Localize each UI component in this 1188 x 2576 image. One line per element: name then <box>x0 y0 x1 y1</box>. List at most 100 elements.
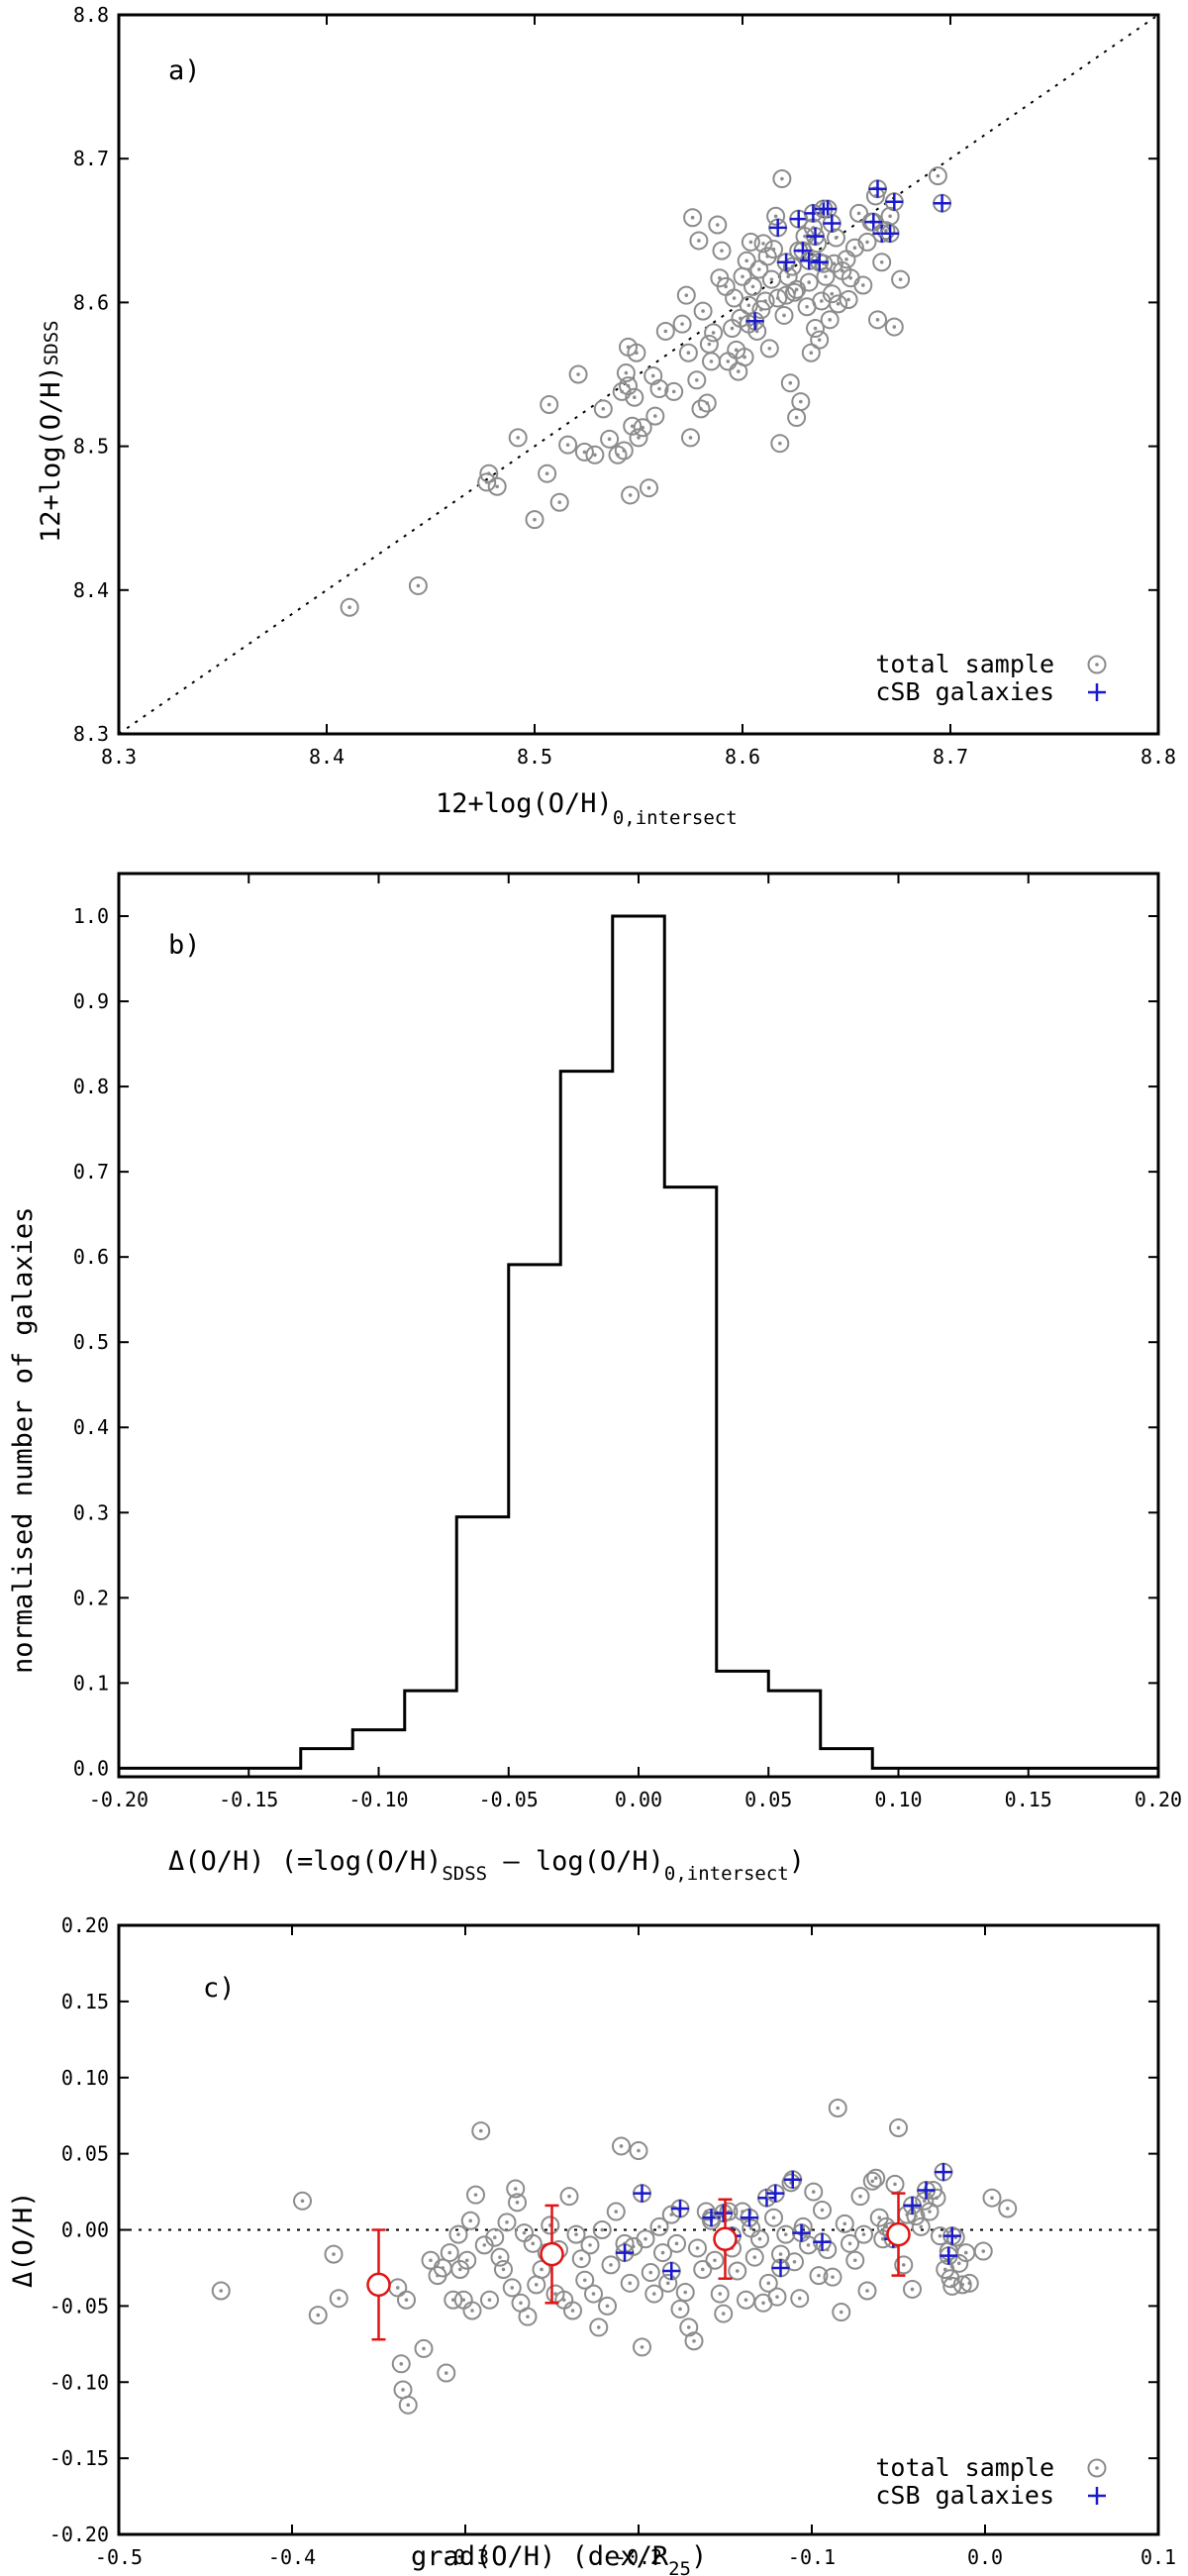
panel-b-y-tick-label: 0.3 <box>73 1500 109 1524</box>
total-sample-point <box>293 2191 312 2211</box>
total-sample-point <box>889 2117 908 2137</box>
legend-total-sample-marker-a <box>1087 655 1107 674</box>
total-sample-point <box>716 276 736 296</box>
panel-b-y-tick-label: 0.0 <box>73 1756 109 1780</box>
total-sample-point <box>712 241 732 260</box>
total-sample-point <box>497 2213 517 2232</box>
csb-galaxy-point <box>789 210 808 229</box>
total-sample-point <box>324 2244 344 2264</box>
total-sample-point <box>641 2263 660 2283</box>
total-sample-point <box>558 435 578 455</box>
csb-galaxy-point <box>917 2181 936 2200</box>
total-sample-point <box>518 2307 538 2326</box>
histogram-bins <box>301 916 873 1768</box>
panel-b-y-tick-label: 0.5 <box>73 1330 109 1354</box>
total-sample-point <box>998 2199 1018 2218</box>
total-sample-point <box>566 2224 586 2244</box>
total-sample-point <box>744 2247 764 2267</box>
panel-c-ticks: -0.5 -0.4 -0.3 -0.2 -0.1 0.0 0.1 -0.20 -0.15 -0.1… <box>50 1913 1176 2569</box>
total-sample-point <box>940 2269 960 2289</box>
total-sample-point <box>471 2121 491 2141</box>
total-sample-point <box>598 2296 617 2316</box>
total-sample-point <box>541 2215 560 2235</box>
csb-galaxy-point <box>671 2199 689 2217</box>
total-sample-point <box>973 2241 993 2261</box>
total-sample-point <box>824 254 843 273</box>
total-sample-point <box>678 343 698 362</box>
total-sample-point <box>388 2278 408 2298</box>
panel-a-x-tick-label: 8.7 <box>933 745 968 769</box>
total-sample-point <box>525 510 544 530</box>
total-sample-point <box>845 2250 865 2270</box>
total-sample-point <box>835 2214 854 2233</box>
legend-csb-galaxies-label: cSB galaxies <box>875 677 1054 706</box>
total-sample-point <box>866 2168 886 2188</box>
total-sample-point <box>841 2233 859 2253</box>
total-sample-point <box>839 289 858 309</box>
total-sample-point <box>580 2235 600 2255</box>
legend-csb-galaxies-label: cSB galaxies <box>875 2481 1054 2510</box>
panel-b-y-tick-label: 0.4 <box>73 1415 109 1439</box>
total-sample-point <box>457 2250 477 2270</box>
total-sample-point <box>853 275 873 295</box>
panel-a-ticks: 8.3 8.4 8.5 8.6 8.7 8.8 8.3 8.4 8.5 8.6 8.7 8.8 <box>73 3 1176 769</box>
total-sample-point <box>806 319 825 339</box>
panel-c-y-tick-label: 0.05 <box>61 2142 109 2166</box>
total-sample-point <box>829 294 848 314</box>
histogram-bar <box>768 1691 821 1768</box>
total-sample-point <box>584 2284 603 2304</box>
legend-total-sample-label: total sample <box>875 650 1054 678</box>
csb-galaxy-point <box>933 194 951 213</box>
panel-a-x-axis-label: 12+log(O/H)0,intersect <box>436 788 738 829</box>
panel-b-y-axis-label: normalised number of galaxies <box>8 1207 39 1674</box>
total-sample-point <box>743 276 762 296</box>
csb-galaxy-point <box>662 2262 681 2281</box>
total-sample-point <box>766 206 786 226</box>
panel-c-points <box>211 2099 1018 2415</box>
csb-galaxy-point <box>800 252 819 270</box>
total-sample-point <box>757 247 777 266</box>
total-sample-point <box>828 2099 847 2117</box>
total-sample-point <box>629 428 648 448</box>
total-sample-point <box>515 2223 534 2243</box>
total-sample-point <box>506 2179 526 2199</box>
total-sample-point <box>704 323 724 343</box>
panel-b-y-tick-label: 1.0 <box>73 904 109 928</box>
total-sample-point <box>982 2188 1002 2208</box>
histogram-bar <box>717 1671 769 1768</box>
panel-a-x-tick-label: 8.4 <box>309 745 345 769</box>
total-sample-point <box>636 2229 655 2249</box>
panel-b-y-tick-label: 0.1 <box>73 1671 109 1695</box>
total-sample-point <box>619 376 638 396</box>
total-sample-point <box>462 2301 482 2320</box>
panel-c-x-tick-label: -0.4 <box>268 2545 316 2569</box>
panel-c-x-tick-label: 0.0 <box>967 2545 1003 2569</box>
panel-b-y-tick-label: 0.2 <box>73 1586 109 1609</box>
total-sample-point <box>679 2318 699 2337</box>
total-sample-point <box>872 253 892 272</box>
total-sample-point <box>649 379 669 399</box>
total-sample-point <box>649 2216 669 2236</box>
total-sample-point <box>540 394 559 414</box>
panel-a-x-tick-label: 8.3 <box>101 745 137 769</box>
total-sample-point <box>728 2261 747 2281</box>
total-sample-point <box>785 282 804 302</box>
total-sample-point <box>710 2284 730 2304</box>
total-sample-point <box>211 2281 231 2301</box>
total-sample-point <box>891 269 911 289</box>
total-sample-point <box>440 2243 459 2263</box>
csb-galaxy-point <box>868 179 887 198</box>
panel-c-x-axis-label: grad(O/H) (dex/R25) <box>411 2541 707 2576</box>
total-sample-point <box>705 2250 725 2270</box>
total-sample-point <box>772 169 792 189</box>
total-sample-point <box>697 393 717 413</box>
csb-galaxy-point <box>783 2170 802 2189</box>
total-sample-point <box>621 485 641 505</box>
total-sample-point <box>414 2338 434 2358</box>
csb-galaxy-point <box>864 213 883 232</box>
total-sample-point <box>906 2207 926 2226</box>
panel-b-x-tick-label: 0.05 <box>744 1788 792 1811</box>
total-sample-point <box>490 2247 510 2267</box>
total-sample-point <box>776 2224 796 2244</box>
